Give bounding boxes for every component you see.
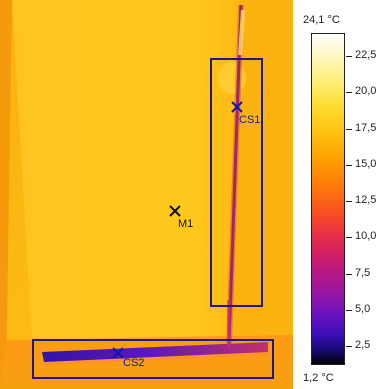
scale-min-label: 1,2 °C (303, 372, 334, 384)
scale-tick-label: 7,5 (355, 266, 371, 279)
cs1-marker[interactable] (231, 101, 243, 113)
left-edge-region (0, 0, 12, 389)
scale-tick-mark (346, 237, 352, 239)
scale-tick-label: 20,0 (355, 85, 377, 98)
scale-tick-mark (346, 56, 352, 58)
cs2-label: CS2 (123, 357, 144, 369)
scale-tick-label: 12,5 (355, 194, 377, 207)
wall-panel (12, 0, 240, 345)
measurement-box-horizontal (32, 339, 274, 379)
scale-tick-label: 17,5 (355, 121, 377, 134)
scale-tick-mark (346, 273, 352, 275)
scale-max-label: 24,1 °C (303, 14, 340, 26)
right-column-region (226, 0, 293, 389)
scale-tick-mark (346, 164, 352, 166)
vertical-pipe-upper (238, 9, 245, 56)
scale-tick-mark (346, 92, 352, 94)
scale-tick-mark (346, 346, 352, 348)
horizontal-pipe (42, 342, 268, 362)
color-scale-bar (311, 33, 345, 365)
cs1-label: CS1 (239, 114, 260, 126)
scale-tick-mark (346, 201, 352, 203)
scale-tick-mark (346, 309, 352, 311)
scale-tick-label: 2,5 (355, 339, 371, 352)
scale-tick-label: 15,0 (355, 157, 377, 170)
scale-tick-mark (346, 128, 352, 130)
cs2-marker[interactable] (112, 347, 124, 359)
m1-marker[interactable] (169, 205, 181, 217)
horizontal-pipe-highlight (43, 353, 269, 365)
measurement-overlay: CS1 CS2 M1 (32, 58, 274, 379)
scale-tick-label: 5,0 (355, 302, 371, 315)
scale-tick-label: 22,5 (355, 49, 377, 62)
measurement-box-vertical (210, 58, 263, 307)
thermal-image (0, 0, 293, 389)
m1-label: M1 (178, 218, 193, 230)
scale-tick-label: 10,0 (355, 230, 377, 243)
vertical-pipe (227, 4, 243, 346)
